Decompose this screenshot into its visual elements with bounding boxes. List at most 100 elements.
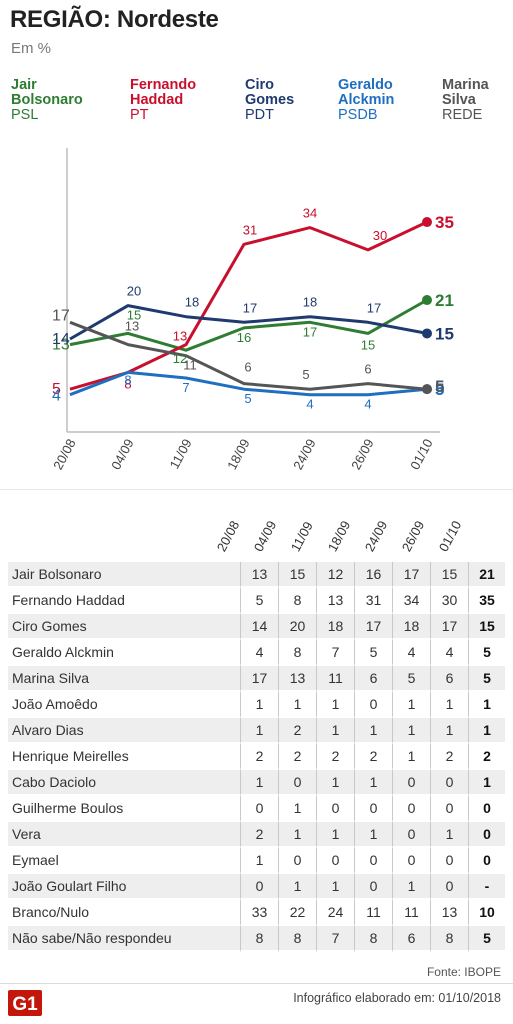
table-cell: 15 [468,614,505,640]
table-row: Henrique Meirelles 2 2 2 2 1 2 2 [8,744,505,770]
row-label: Henrique Meirelles [8,744,240,770]
point-value-label: 18 [185,295,199,310]
legend-item-ciro: Ciro Gomes PDT [245,78,305,123]
row-label: Eymael [8,848,240,874]
table-cell: 1 [278,796,316,822]
legend-party: PSL [11,107,39,123]
final-value-label: 5 [435,377,444,396]
table-cell: 1 [392,744,430,770]
table-cell: 2 [316,744,354,770]
table-cell: 17 [430,614,468,640]
table-cell: 34 [392,588,430,614]
table-row: Guilherme Boulos 0 1 0 0 0 0 0 [8,796,505,822]
row-label: Vera [8,822,240,848]
point-value-label: 16 [237,330,251,345]
table-cell: 6 [392,926,430,952]
table-cell: 4 [392,640,430,666]
series-end-point-0 [422,295,432,306]
series-end-point-4 [422,384,432,395]
table-cell: 18 [392,614,430,640]
legend-party: PSDB [338,107,378,123]
table-cell: 17 [240,666,278,692]
table-cell: 0 [354,692,392,718]
svg-text:G1: G1 [12,994,38,1015]
table-cell: 1 [278,874,316,900]
table-cell: 8 [354,926,392,952]
table-cell: 2 [240,744,278,770]
table-cell: - [468,874,505,900]
legend-item-bolsonaro: Jair Bolsonaro PSL [11,78,101,123]
row-label: Geraldo Alckmin [8,640,240,666]
data-table: Jair Bolsonaro 13 15 12 16 17 15 21 Fernando Had… [8,562,505,952]
table-cell: 0 [392,796,430,822]
table-cell: 14 [240,614,278,640]
table-cell: 0 [278,770,316,796]
point-value-label: 30 [373,228,387,243]
table-cell: 0 [278,848,316,874]
table-row: Alvaro Dias 1 2 1 1 1 1 1 [8,718,505,744]
source-note: Fonte: IBOPE [426,965,501,979]
table-cell: 1 [354,718,392,744]
final-value-label: 35 [435,213,454,232]
series-line-0 [69,298,428,352]
series-end-point-2 [422,328,432,339]
table-cell: 0 [392,770,430,796]
table-cell: 8 [278,926,316,952]
table-cell: 0 [354,796,392,822]
point-value-label: 17 [52,307,70,324]
table-cell: 15 [430,562,468,588]
table-cell: 0 [430,874,468,900]
table-cell: 6 [354,666,392,692]
table-cell: 1 [316,874,354,900]
table-cell: 0 [468,796,505,822]
table-cell: 1 [316,692,354,718]
point-value-label: 7 [182,380,189,395]
table-cell: 16 [354,562,392,588]
table-cell: 0 [316,796,354,822]
table-row: Cabo Daciolo 1 0 1 1 0 0 1 [8,770,505,796]
table-row: Jair Bolsonaro 13 15 12 16 17 15 21 [8,562,505,588]
table-cell: 1 [392,692,430,718]
point-value-label: 31 [243,222,257,237]
table-cell: 8 [278,588,316,614]
point-value-label: 4 [306,397,313,412]
table-row: João Amoêdo 1 1 1 0 1 1 1 [8,692,505,718]
table-cell: 5 [468,640,505,666]
row-label: Ciro Gomes [8,614,240,640]
table-cell: 0 [468,822,505,848]
x-tick-label: 04/09 [108,436,137,472]
point-value-label: 6 [244,360,251,375]
table-cell: 2 [240,822,278,848]
row-label: Não sabe/Não respondeu [8,926,240,952]
series-line-4 [69,320,428,391]
table-cell: 13 [316,588,354,614]
table-row: João Goulart Filho 0 1 1 0 1 0- [8,874,505,900]
table-cell: 1 [354,822,392,848]
legend-party: PT [130,107,149,123]
row-label: Alvaro Dias [8,718,240,744]
table-cell: 7 [316,926,354,952]
point-value-label: 34 [303,206,317,221]
table-cell: 1 [316,770,354,796]
table-cell: 0 [354,874,392,900]
table-cell: 4 [430,640,468,666]
table-cell: 1 [354,770,392,796]
point-value-label: 15 [361,337,375,352]
table-cell: 0 [316,848,354,874]
table-cell: 8 [240,926,278,952]
point-value-label: 4 [52,388,61,405]
point-value-label: 13 [125,319,139,334]
row-label: Fernando Haddad [8,588,240,614]
table-cell: 1 [468,692,505,718]
series-end-point-1 [422,217,432,228]
table-cell: 8 [430,926,468,952]
x-tick-layer: 20/08 04/09 11/09 18/09 24/09 26/09 01/10 [50,436,436,472]
table-cell: 11 [316,666,354,692]
point-value-label: 13 [173,329,187,344]
table-row: Geraldo Alckmin 4 8 7 5 4 4 5 [8,640,505,666]
table-cell: 10 [468,900,505,926]
x-tick-label: 26/09 [348,436,377,472]
row-label: Cabo Daciolo [8,770,240,796]
point-value-label: 15 [127,307,141,322]
